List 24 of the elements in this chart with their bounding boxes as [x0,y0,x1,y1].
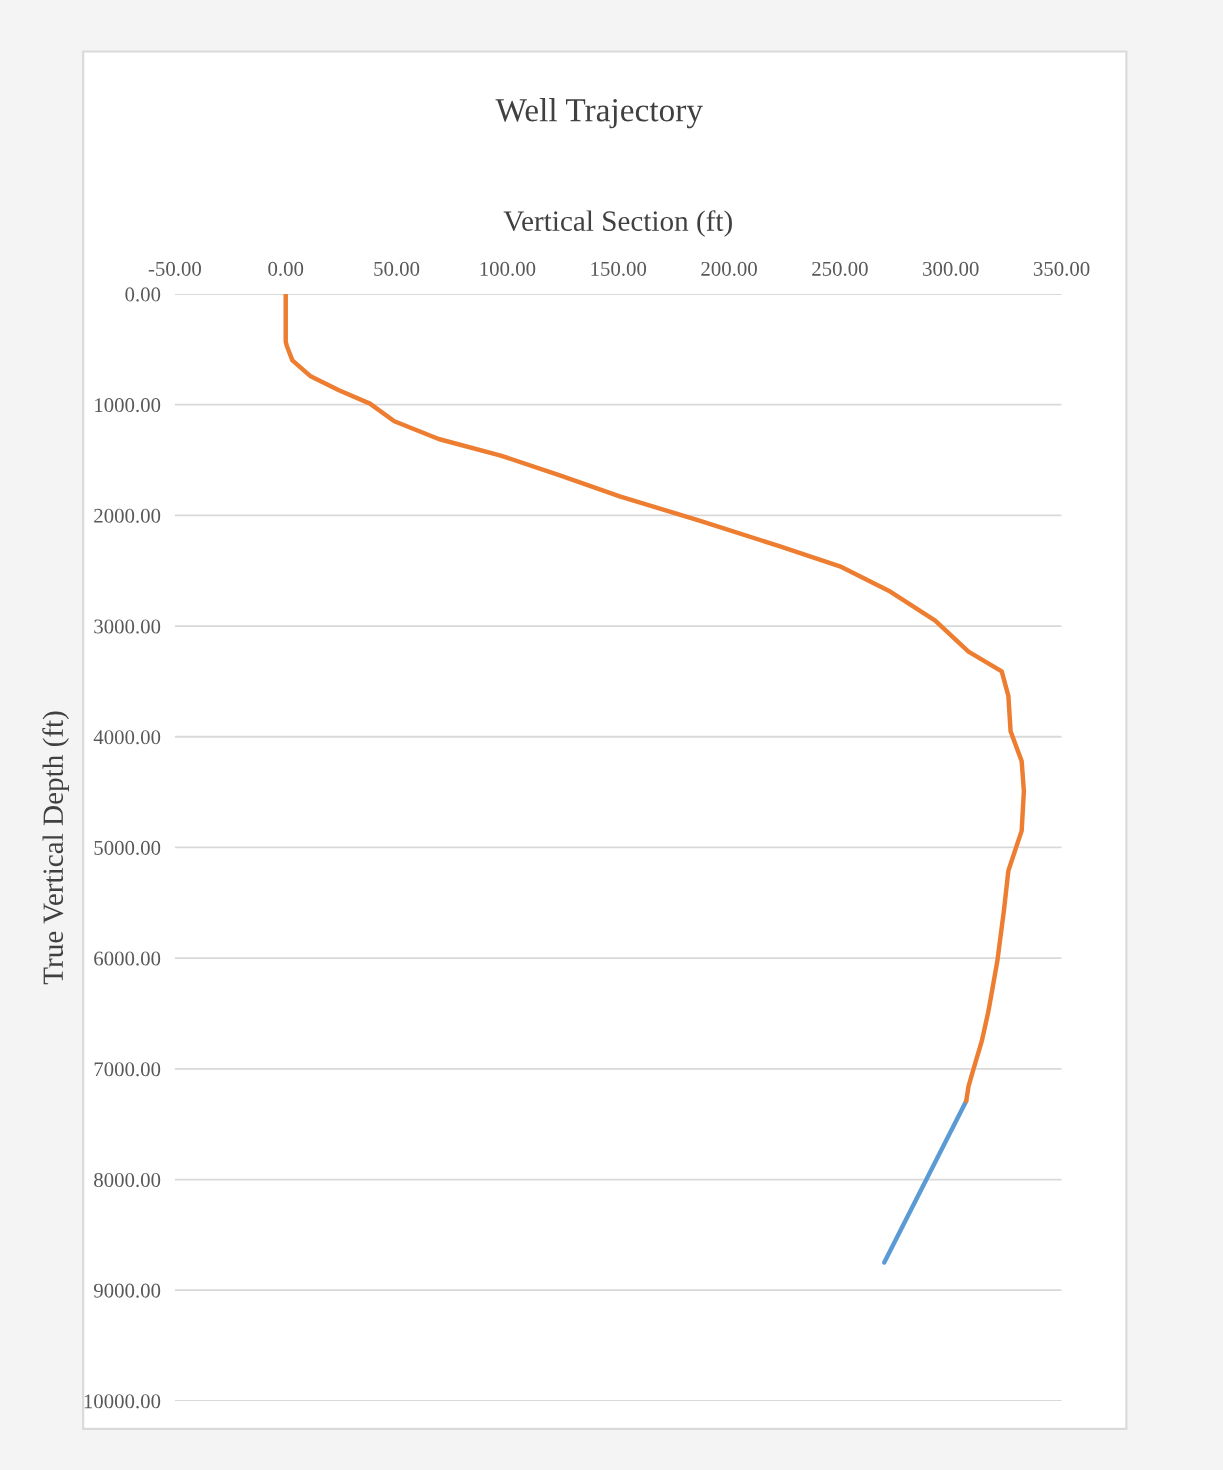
chart-title: Well Trajectory [495,98,703,129]
y-tick-label: 4000.00 [93,730,161,745]
x-tick-label: 150.00 [591,261,647,276]
y-tick-label: 9000.00 [93,1283,161,1298]
x-tick-label: 0.00 [268,261,304,276]
x-tick-label: 350.00 [1033,261,1090,276]
y-tick-label: 7000.00 [94,1062,161,1077]
x-tick-label: 100.00 [480,261,536,276]
y-tick-label: 6000.00 [94,951,161,966]
x-tick-label: 300.00 [923,261,979,276]
y-tick-label: 10000.00 [84,1394,161,1409]
y-tick-label: 2000.00 [94,508,161,523]
x-tick-label: 50.00 [374,261,420,276]
y-tick-label: 3000.00 [94,619,161,634]
y-tick-label: 8000.00 [94,1172,161,1188]
x-tick-label: -50.00 [148,261,201,276]
y-axis-title: True Vertical Depth (ft) [42,711,69,985]
x-axis-title: Vertical Section (ft) [503,210,732,237]
y-tick-label: 1000.00 [95,398,161,413]
x-tick-label: 200.00 [701,261,757,276]
line-series [283,294,1027,1104]
y-tick-label: 0.00 [125,287,161,302]
x-tick-label: 250.00 [812,261,868,276]
y-tick-label: 5000.00 [94,840,161,855]
